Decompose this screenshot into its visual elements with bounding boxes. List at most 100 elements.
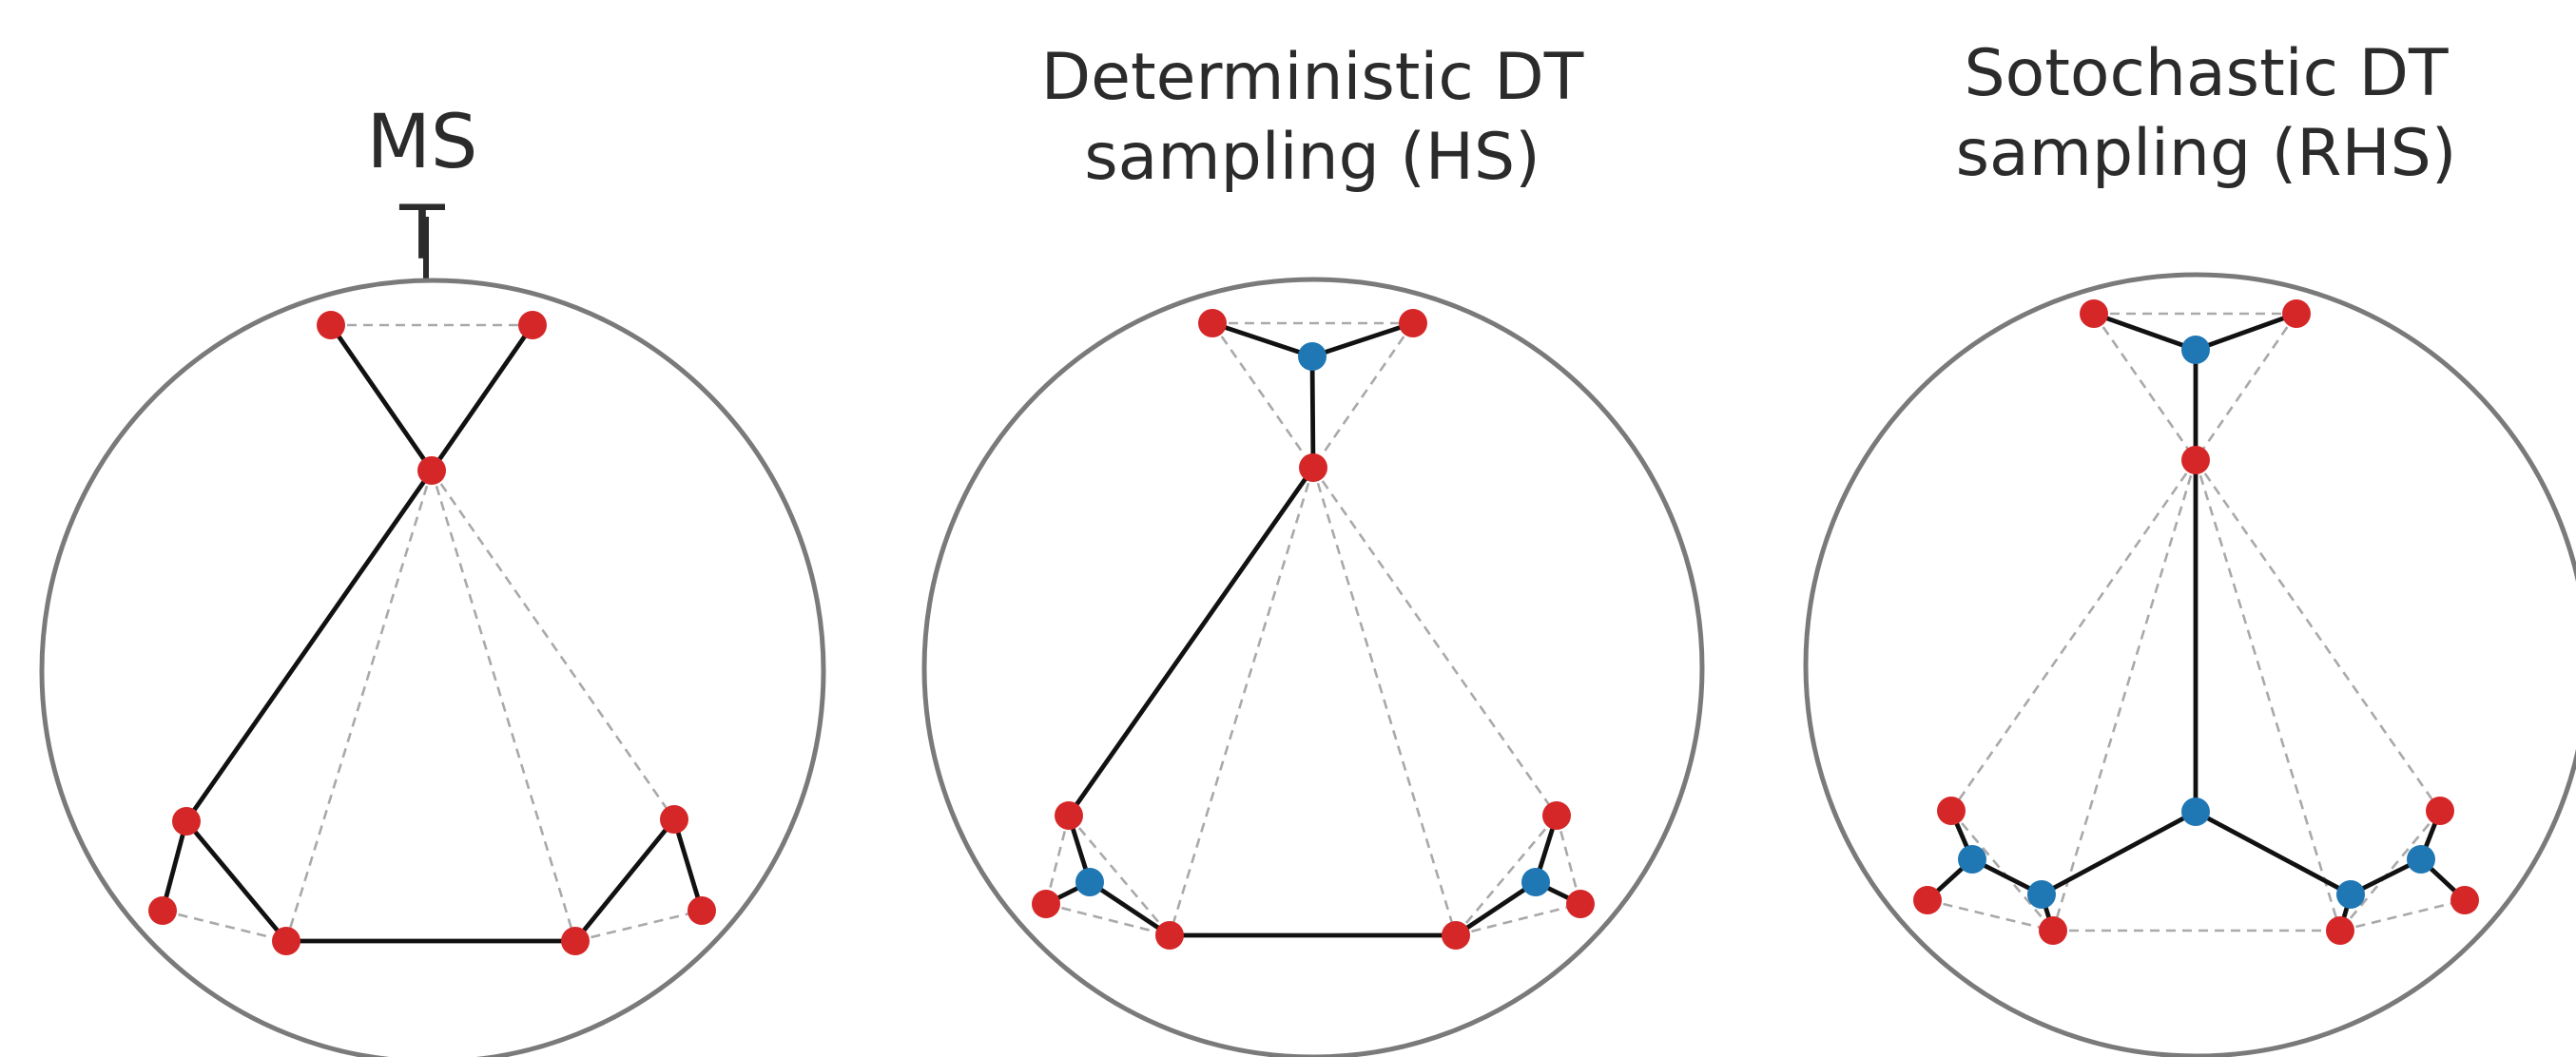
tree-edge <box>572 817 677 944</box>
tree-edge <box>328 322 435 473</box>
dt-edge <box>1950 810 2054 932</box>
tree-edge <box>184 818 289 944</box>
dt-edge <box>1068 815 1171 936</box>
steiner-node <box>1298 342 1327 371</box>
terminal-node <box>1198 309 1227 337</box>
steiner-node <box>2027 880 2056 909</box>
dt-edge <box>1311 467 1559 817</box>
tree-edge <box>2193 311 2299 353</box>
terminal-node <box>1566 890 1595 918</box>
tree-edge <box>1453 879 1539 938</box>
title-line: Deterministic DT <box>1040 40 1584 115</box>
terminal-node <box>660 805 688 834</box>
panel-title-mst: MS T <box>280 97 565 279</box>
panel-title-hs: Deterministic DT sampling (HS) <box>951 38 1674 198</box>
tree-edge <box>671 817 705 913</box>
dt-edge <box>1455 902 1581 937</box>
tree-edges <box>1925 311 2468 933</box>
panel-hs <box>921 277 1705 1057</box>
tree-edge <box>2091 311 2198 353</box>
tree-edge <box>184 468 435 824</box>
title-line: sampling (RHS) <box>1955 116 2457 191</box>
boundary-circle <box>1803 272 2576 1057</box>
tree-edge <box>1087 879 1172 938</box>
terminal-node <box>2326 916 2354 945</box>
tree-edge <box>429 322 535 473</box>
dt-edge <box>284 470 434 942</box>
terminal-node <box>1442 921 1470 950</box>
terminal-node <box>2450 886 2479 914</box>
nodes <box>1032 309 1595 950</box>
tree-edge <box>1309 354 1316 471</box>
terminal-node <box>1299 453 1327 482</box>
tree-edges <box>1043 320 1583 938</box>
dt-edge <box>430 470 676 820</box>
steiner-node <box>2407 845 2435 874</box>
terminal-node <box>1913 886 1942 914</box>
terminal-node <box>1937 797 1966 825</box>
dt-edge <box>430 470 577 942</box>
panel-mst <box>39 217 826 1057</box>
dt-edge <box>1949 459 2198 812</box>
nodes <box>148 311 716 955</box>
tree-edge <box>1210 320 1315 359</box>
terminal-node <box>1032 890 1060 918</box>
dt-edge <box>2194 459 2342 932</box>
dt-edge <box>2194 459 2442 812</box>
dt-edge <box>2339 898 2466 932</box>
title-line: MS <box>366 100 478 185</box>
terminal-node <box>1155 921 1184 950</box>
tree-edge <box>160 818 189 913</box>
terminal-node <box>561 927 590 955</box>
tree-edge <box>2193 809 2353 897</box>
dt-edge <box>2339 810 2441 932</box>
dt-edge <box>1927 898 2054 932</box>
terminal-node <box>518 311 547 339</box>
steiner-node <box>1958 845 1986 874</box>
dt-edge <box>1168 467 1315 936</box>
tree-edge <box>1309 320 1416 359</box>
terminal-node <box>1399 309 1427 337</box>
dt-edges <box>1044 321 1582 937</box>
steiner-node <box>2336 880 2365 909</box>
dt-edge <box>2194 313 2298 461</box>
terminal-node <box>317 311 345 339</box>
steiner-node <box>1521 868 1550 896</box>
terminal-node <box>2039 916 2067 945</box>
boundary-circle <box>39 278 826 1057</box>
terminal-node <box>2426 797 2454 825</box>
steiner-node <box>1075 868 1104 896</box>
terminal-node <box>172 807 201 836</box>
terminal-node <box>272 927 300 955</box>
dt-edge <box>1311 467 1458 936</box>
nodes <box>1913 299 2479 945</box>
terminal-node <box>1055 801 1083 830</box>
title-line: sampling (HS) <box>1084 120 1540 195</box>
tree-edges <box>160 322 705 944</box>
dt-edge <box>2092 313 2198 461</box>
dt-edges <box>162 323 703 943</box>
steiner-node <box>2181 798 2210 826</box>
dt-edge <box>1045 902 1171 937</box>
dt-edge <box>2051 459 2198 932</box>
terminal-node <box>417 456 446 485</box>
panel-title-rhs: Sotochastic DT sampling (RHS) <box>1845 34 2567 194</box>
boundary-circle <box>921 277 1705 1057</box>
dt-edge <box>1455 815 1558 936</box>
title-line: T <box>399 191 445 277</box>
steiner-node <box>2181 336 2210 364</box>
panel-rhs <box>1803 272 2576 1057</box>
tree-edge <box>2039 809 2198 897</box>
dt-edges <box>1927 312 2466 932</box>
terminal-node <box>2181 446 2210 474</box>
dt-edge <box>162 909 287 943</box>
terminal-node <box>1542 801 1571 830</box>
terminal-node <box>148 896 177 925</box>
dt-edge <box>574 909 703 943</box>
dt-edge <box>1211 322 1315 469</box>
dt-edge <box>1311 322 1415 469</box>
terminal-node <box>688 896 716 925</box>
terminal-node <box>2080 299 2108 328</box>
title-line: Sotochastic DT <box>1964 36 2449 111</box>
